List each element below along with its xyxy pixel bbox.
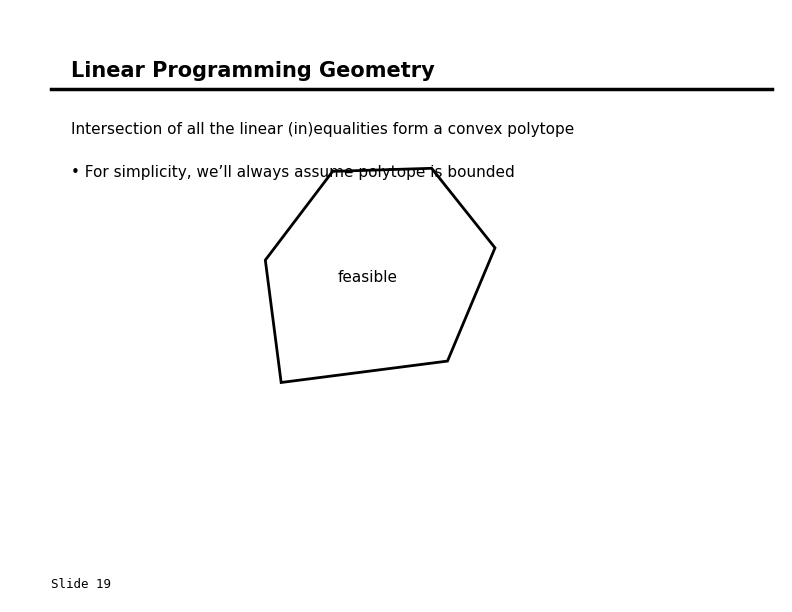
Text: • For simplicity, we’ll always assume polytope is bounded: • For simplicity, we’ll always assume po…: [71, 165, 515, 181]
Text: Linear Programming Geometry: Linear Programming Geometry: [71, 61, 435, 81]
Text: feasible: feasible: [337, 270, 398, 285]
Text: Intersection of all the linear (in)equalities form a convex polytope: Intersection of all the linear (in)equal…: [71, 122, 574, 138]
Polygon shape: [265, 168, 495, 382]
Text: Slide 19: Slide 19: [51, 578, 112, 591]
